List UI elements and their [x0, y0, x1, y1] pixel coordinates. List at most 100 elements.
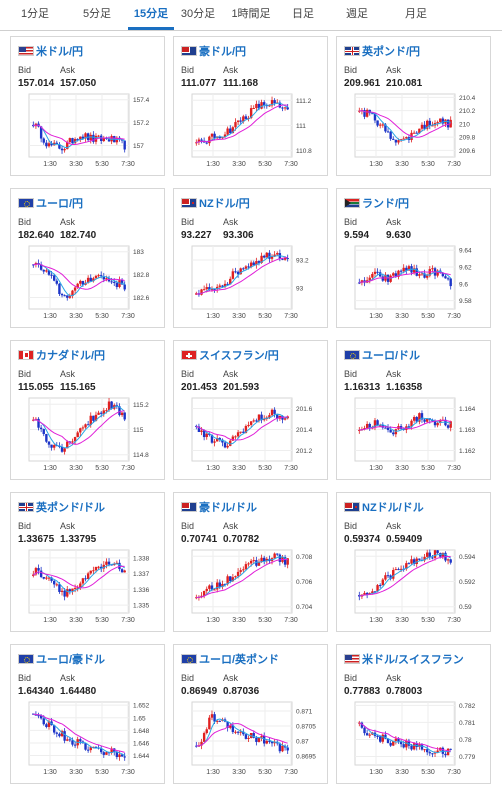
candlestick-chart[interactable]: 1:30 3:30 5:30 7:30 93.2 93 [178, 243, 325, 327]
pair-name-link[interactable]: 豪ドル/円 [199, 46, 247, 58]
candle-body [392, 273, 395, 276]
pair-name-link[interactable]: カナダドル/円 [36, 350, 106, 362]
candle-body [242, 431, 245, 433]
pair-name-link[interactable]: NZドル/円 [199, 198, 250, 210]
x-tick-label: 3:30 [69, 617, 83, 624]
candlestick-chart[interactable]: 1:30 3:30 5:30 7:30 210.4 210.2 210 209.8 209.6 [341, 91, 488, 175]
x-tick-label: 1:30 [369, 161, 383, 168]
ma-long-line [359, 271, 451, 284]
candlestick-chart[interactable]: 1:30 3:30 5:30 7:30 1.164 1.163 1.162 [341, 395, 488, 479]
candle-body [415, 558, 418, 565]
pair-name-link[interactable]: ユーロ/英ポンド [199, 654, 280, 666]
rate-card[interactable]: ユーロ/円 Bid Ask 182.640 182.740 1:30 3:30 5:30 7:3… [10, 188, 165, 328]
tab-4[interactable]: 1時間足 [231, 8, 271, 20]
candle-body [234, 731, 237, 733]
candle-body [195, 745, 198, 747]
pair-name-link[interactable]: 米ドル/円 [36, 46, 84, 58]
rate-card[interactable]: スイスフラン/円 Bid Ask 201.453 201.593 1:30 3:30 5:30… [173, 340, 328, 480]
plot-frame [191, 701, 293, 766]
candle-body [431, 753, 434, 755]
plot-frame [28, 701, 130, 766]
ma-short-line [33, 124, 125, 149]
pair-name-link[interactable]: スイスフラン/円 [199, 350, 279, 362]
candle-body [373, 271, 377, 274]
candlestick-chart[interactable]: 1:30 3:30 5:30 7:30 0.708 0.706 0.704 [178, 547, 325, 631]
candle-body [257, 414, 261, 422]
candlestick-chart[interactable]: 1:30 3:30 5:30 7:30 183 182.8 182.6 [15, 243, 162, 327]
candle-body [84, 424, 87, 428]
rate-card[interactable]: 豪ドル/円 Bid Ask 111.077 111.168 1:30 3:30 5:30 7:3… [173, 36, 328, 176]
pair-name-link[interactable]: 豪ドル/ドル [199, 502, 258, 514]
candlestick-chart[interactable]: 1:30 3:30 5:30 7:30 111.2 111 110.8 [178, 91, 325, 175]
candle-body [365, 423, 369, 428]
rate-card[interactable]: 豪ドル/ドル Bid Ask 0.70741 0.70782 1:30 3:30 5:30 7:… [173, 492, 328, 632]
rate-card[interactable]: カナダドル/円 Bid Ask 115.055 115.165 1:30 3:30 5:30 7… [10, 340, 165, 480]
rate-card[interactable]: ユーロ/豪ドル Bid Ask 1.64340 1.64480 1:30 3:30 5:30 7… [10, 644, 165, 784]
candle-body [268, 740, 271, 742]
candle-body [252, 560, 255, 562]
tab-2[interactable]: 15分足 [128, 0, 174, 30]
rate-card[interactable]: 米ドル/円 Bid Ask 157.014 157.050 1:30 3:30 5:30 7:3… [10, 36, 165, 176]
tab-7[interactable]: 月足 [405, 8, 427, 20]
plot-frame [354, 701, 456, 766]
candle-body [244, 426, 248, 433]
candle-body [37, 715, 40, 717]
candle-body [234, 576, 237, 578]
candle-body [378, 272, 382, 277]
candlestick-chart[interactable]: 1:30 3:30 5:30 7:30 201.6 201.4 201.2 [178, 395, 325, 479]
rate-card[interactable]: ユーロ/英ポンド Bid Ask 0.86949 0.87036 1:30 3:30 5:30… [173, 644, 328, 784]
candlestick-chart[interactable]: 1:30 3:30 5:30 7:30 9.64 9.62 9.6 9.58 [341, 243, 488, 327]
tab-3[interactable]: 30分足 [180, 8, 216, 20]
candle-body [210, 585, 214, 590]
candle-body [431, 557, 434, 559]
candlestick-chart[interactable]: 1:30 3:30 5:30 7:30 1.338 1.337 1.336 1.335 [15, 547, 162, 631]
candle-body [257, 261, 261, 263]
pair-name-link[interactable]: NZドル/ドル [362, 502, 424, 514]
rate-card[interactable]: NZドル/ドル Bid Ask 0.59374 0.59409 1:30 3:30 5:30 7… [336, 492, 491, 632]
candle-body [428, 752, 432, 754]
candle-body [415, 132, 418, 134]
bid-value: 9.594 [344, 230, 370, 241]
candle-body [260, 255, 263, 263]
pair-name-link[interactable]: 米ドル/スイスフラン [362, 654, 464, 666]
candlestick-chart[interactable]: 1:30 3:30 5:30 7:30 0.782 0.781 0.78 0.779 [341, 699, 488, 783]
pair-name-link[interactable]: ユーロ/豪ドル [36, 654, 106, 666]
rate-card[interactable]: NZドル/円 Bid Ask 93.227 93.306 1:30 3:30 5:30 7:30… [173, 188, 328, 328]
candlestick-chart[interactable]: 1:30 3:30 5:30 7:30 0.871 0.8705 0.87 0.8695 [178, 699, 325, 783]
rate-card[interactable]: 英ポンド/ドル Bid Ask 1.33675 1.33795 1:30 3:30 5:30 7… [10, 492, 165, 632]
candlestick-chart[interactable]: 1:30 3:30 5:30 7:30 157.4 157.2 157 [15, 91, 162, 175]
pair-name-link[interactable]: ユーロ/円 [36, 198, 84, 210]
rate-card[interactable]: ユーロ/ドル Bid Ask 1.16313 1.16358 1:30 3:30 5:30 7:… [336, 340, 491, 480]
candle-body [213, 133, 216, 139]
candle-body [276, 253, 279, 255]
candle-body [105, 278, 108, 280]
ask-value: 210.081 [386, 78, 423, 89]
candle-body [113, 563, 116, 566]
pair-name-link[interactable]: ユーロ/ドル [362, 350, 421, 362]
x-tick-label: 5:30 [258, 313, 272, 320]
tab-1[interactable]: 5分足 [82, 8, 112, 20]
pair-name-link[interactable]: 英ポンド/円 [362, 46, 421, 58]
tab-5[interactable]: 日足 [292, 8, 314, 20]
rate-card[interactable]: ランド/円 Bid Ask 9.594 9.630 1:30 3:30 5:30 7:30 9.6… [336, 188, 491, 328]
candle-body [47, 441, 51, 445]
candlestick-chart[interactable]: 1:30 3:30 5:30 7:30 0.594 0.592 0.59 [341, 547, 488, 631]
pair-name-link[interactable]: 英ポンド/ドル [36, 502, 106, 514]
rate-card[interactable]: 英ポンド/円 Bid Ask 209.961 210.081 1:30 3:30 5:30 7:… [336, 36, 491, 176]
ma-long-line [196, 723, 288, 747]
tab-0[interactable]: 1分足 [20, 8, 50, 20]
x-tick-label: 5:30 [421, 769, 435, 776]
tab-6[interactable]: 週足 [346, 8, 368, 20]
candlestick-chart[interactable]: 1:30 3:30 5:30 7:30 115.2 115 114.8 [15, 395, 162, 479]
candle-body [405, 137, 408, 139]
pair-name-link[interactable]: ランド/円 [362, 198, 410, 210]
candlestick-chart[interactable]: 1:30 3:30 5:30 7:30 1.652 1.65 1.648 1.646 1.644 [15, 699, 162, 783]
x-tick-label: 7:30 [121, 769, 135, 776]
bid-label: Bid [181, 65, 195, 75]
y-tick-label: 111.2 [296, 98, 312, 105]
candle-body [58, 144, 61, 149]
y-tick-label: 1.648 [133, 728, 150, 735]
candle-body [81, 578, 85, 584]
flag-us-icon [18, 46, 34, 56]
rate-card[interactable]: 米ドル/スイスフラン Bid Ask 0.77883 0.78003 1:30 3:30 5:… [336, 644, 491, 784]
